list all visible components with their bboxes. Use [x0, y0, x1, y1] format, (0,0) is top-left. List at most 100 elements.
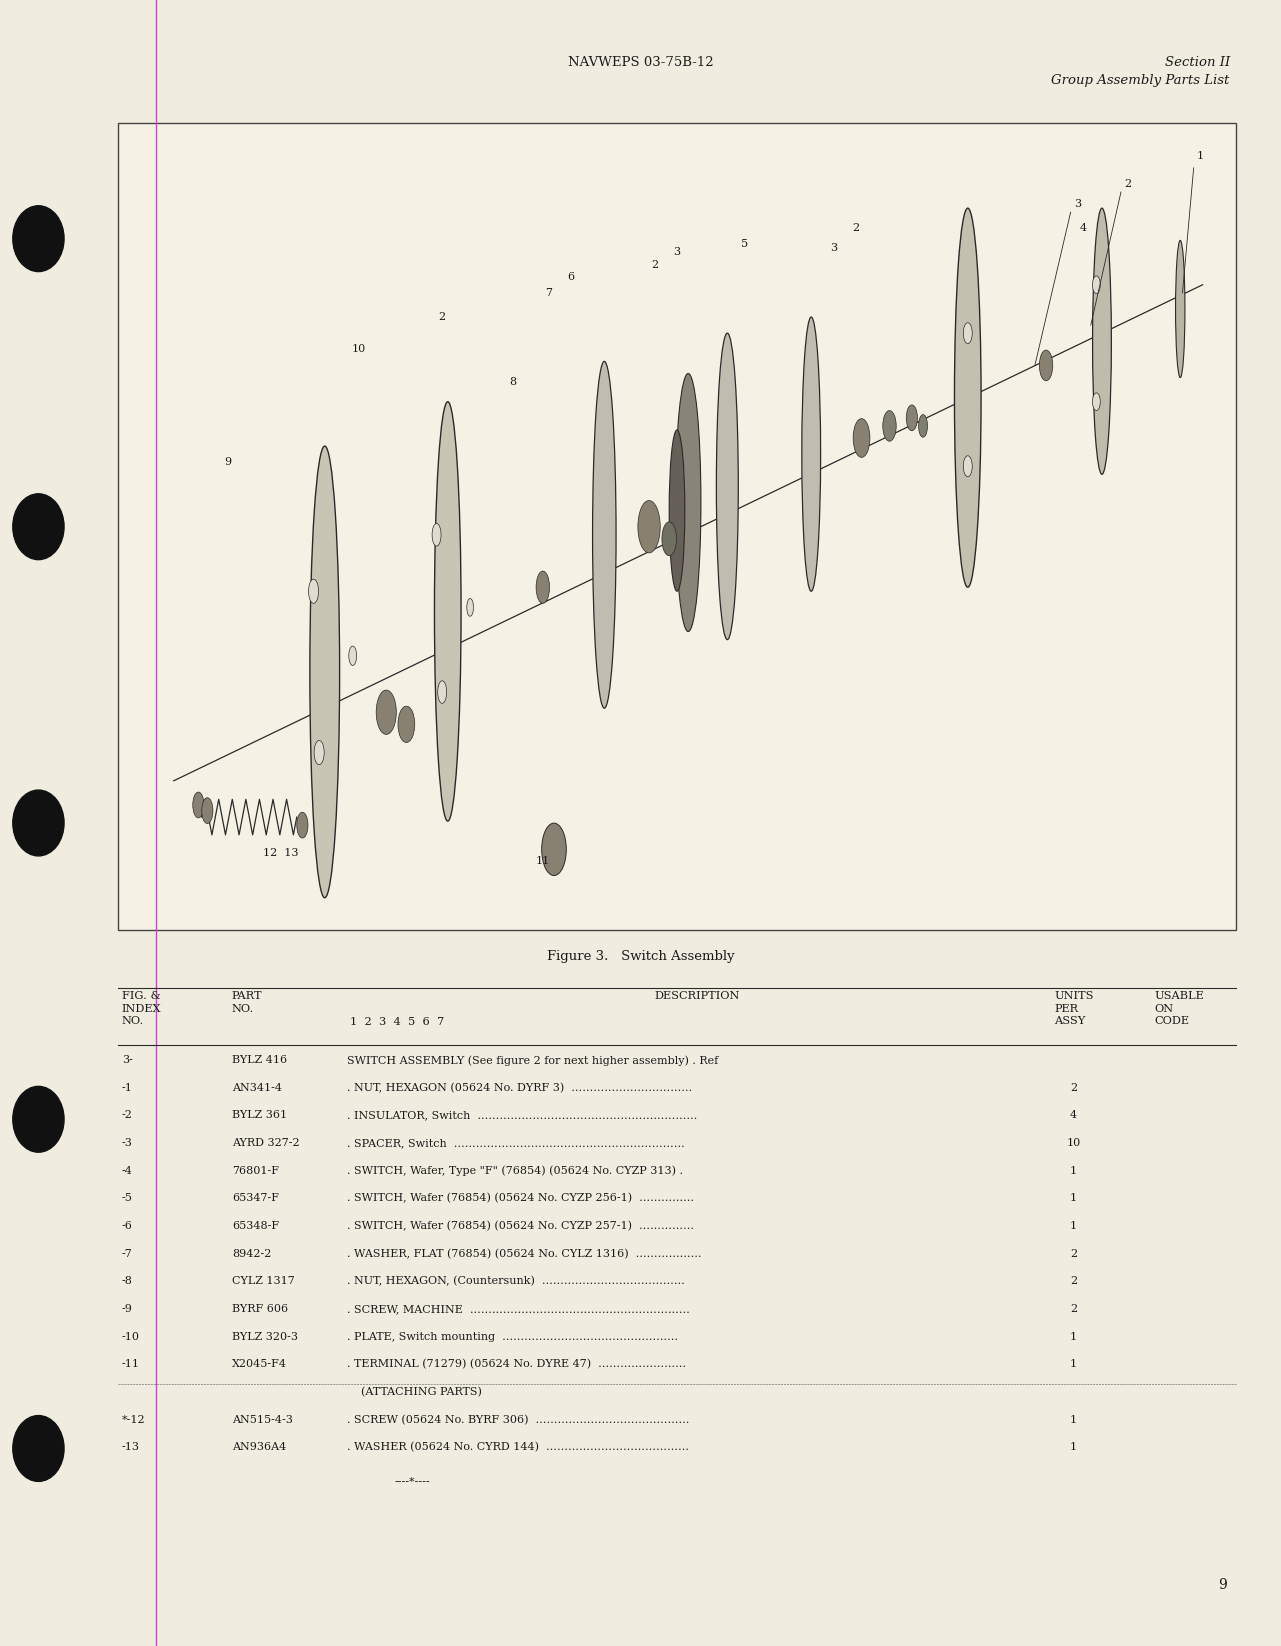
Text: 12  13: 12 13: [263, 848, 298, 858]
Ellipse shape: [377, 690, 396, 734]
Text: 9: 9: [1218, 1577, 1227, 1592]
Ellipse shape: [853, 418, 870, 458]
Text: 2: 2: [1070, 1249, 1077, 1259]
Ellipse shape: [192, 792, 204, 818]
Text: . SWITCH, Wafer (76854) (05624 No. CYZP 257-1)  ……………: . SWITCH, Wafer (76854) (05624 No. CYZP …: [347, 1221, 694, 1231]
Text: . WASHER (05624 No. CYRD 144)  …………………………………: . WASHER (05624 No. CYRD 144) ……………………………: [347, 1442, 689, 1452]
Text: 9: 9: [224, 458, 231, 467]
Ellipse shape: [1093, 393, 1100, 410]
Text: . SCREW (05624 No. BYRF 306)  ……………………………………: . SCREW (05624 No. BYRF 306) ………………………………: [347, 1414, 689, 1425]
Text: -13: -13: [122, 1442, 140, 1452]
Text: *-12: *-12: [122, 1414, 145, 1424]
Text: -1: -1: [122, 1083, 132, 1093]
Text: 1: 1: [1070, 1221, 1077, 1231]
Ellipse shape: [593, 362, 616, 708]
Text: PART
NO.: PART NO.: [232, 991, 263, 1014]
Text: . WASHER, FLAT (76854) (05624 No. CYLZ 1316)  ………………: . WASHER, FLAT (76854) (05624 No. CYLZ 1…: [347, 1249, 702, 1259]
Text: 5: 5: [740, 239, 748, 250]
Text: 1: 1: [1196, 151, 1204, 161]
Ellipse shape: [201, 798, 213, 823]
Ellipse shape: [537, 571, 550, 604]
Circle shape: [13, 1086, 64, 1152]
Bar: [118, 123, 1236, 930]
Ellipse shape: [716, 332, 738, 640]
Circle shape: [13, 790, 64, 856]
Text: -11: -11: [122, 1360, 140, 1369]
Text: 1: 1: [1070, 1414, 1077, 1424]
Text: 8942-2: 8942-2: [232, 1249, 272, 1259]
Text: BYLZ 320-3: BYLZ 320-3: [232, 1332, 298, 1341]
Ellipse shape: [906, 405, 917, 431]
Text: -4: -4: [122, 1165, 132, 1175]
Text: 1: 1: [1070, 1165, 1077, 1175]
Ellipse shape: [310, 446, 339, 897]
Text: Figure 3.   Switch Assembly: Figure 3. Switch Assembly: [547, 950, 734, 963]
Text: 8: 8: [510, 377, 516, 387]
Text: 1: 1: [1070, 1360, 1077, 1369]
Ellipse shape: [438, 681, 447, 703]
Text: -5: -5: [122, 1193, 132, 1203]
Text: 2: 2: [1070, 1276, 1077, 1286]
Text: AN515-4-3: AN515-4-3: [232, 1414, 293, 1424]
Text: CYLZ 1317: CYLZ 1317: [232, 1276, 295, 1286]
Ellipse shape: [883, 410, 897, 441]
Text: ----*----: ----*----: [395, 1476, 430, 1486]
Text: 2: 2: [651, 260, 658, 270]
Text: 4: 4: [1080, 224, 1086, 234]
Ellipse shape: [434, 402, 461, 821]
Text: 10: 10: [1066, 1137, 1081, 1147]
Ellipse shape: [348, 647, 356, 665]
Ellipse shape: [398, 706, 415, 742]
Text: BYLZ 416: BYLZ 416: [232, 1055, 287, 1065]
Ellipse shape: [1093, 277, 1100, 293]
Text: . SWITCH, Wafer (76854) (05624 No. CYZP 256-1)  ……………: . SWITCH, Wafer (76854) (05624 No. CYZP …: [347, 1193, 694, 1203]
Text: . SPACER, Switch  ………………………………………………………: . SPACER, Switch ………………………………………………………: [347, 1137, 685, 1147]
Text: 3-: 3-: [122, 1055, 132, 1065]
Text: -7: -7: [122, 1249, 132, 1259]
Text: 2: 2: [852, 224, 860, 234]
Ellipse shape: [675, 374, 701, 632]
Ellipse shape: [309, 579, 319, 604]
Ellipse shape: [1039, 351, 1053, 380]
Text: 65348-F: 65348-F: [232, 1221, 279, 1231]
Ellipse shape: [466, 599, 474, 616]
Ellipse shape: [963, 323, 972, 344]
Text: 1  2  3  4  5  6  7: 1 2 3 4 5 6 7: [350, 1017, 445, 1027]
Text: -3: -3: [122, 1137, 132, 1147]
Text: -9: -9: [122, 1304, 132, 1314]
Ellipse shape: [297, 811, 307, 838]
Text: SWITCH ASSEMBLY (See figure 2 for next higher assembly) . Ref: SWITCH ASSEMBLY (See figure 2 for next h…: [347, 1055, 719, 1065]
Text: NAVWEPS 03-75B-12: NAVWEPS 03-75B-12: [567, 56, 714, 69]
Ellipse shape: [918, 415, 927, 438]
Text: 3: 3: [1073, 199, 1081, 209]
Circle shape: [13, 1416, 64, 1481]
Text: 2: 2: [1070, 1304, 1077, 1314]
Text: 1: 1: [1070, 1193, 1077, 1203]
Text: 3: 3: [830, 244, 838, 253]
Text: 7: 7: [544, 288, 552, 298]
Ellipse shape: [963, 456, 972, 477]
Ellipse shape: [1176, 240, 1185, 377]
Text: (ATTACHING PARTS): (ATTACHING PARTS): [347, 1388, 482, 1397]
Ellipse shape: [542, 823, 566, 876]
Text: . TERMINAL (71279) (05624 No. DYRE 47)  ……………………: . TERMINAL (71279) (05624 No. DYRE 47) ……: [347, 1360, 687, 1369]
Ellipse shape: [954, 207, 981, 588]
Text: 2: 2: [1070, 1083, 1077, 1093]
Text: 2: 2: [438, 313, 446, 323]
Ellipse shape: [662, 522, 676, 556]
Text: 4: 4: [1070, 1111, 1077, 1121]
Text: Group Assembly Parts List: Group Assembly Parts List: [1052, 74, 1230, 87]
Text: BYRF 606: BYRF 606: [232, 1304, 288, 1314]
Text: 2: 2: [1125, 179, 1131, 189]
Text: . NUT, HEXAGON (05624 No. DYRF 3)  ……………………………: . NUT, HEXAGON (05624 No. DYRF 3) …………………: [347, 1083, 693, 1093]
Text: . INSULATOR, Switch  ……………………………………………………: . INSULATOR, Switch ……………………………………………………: [347, 1111, 698, 1121]
Text: . SCREW, MACHINE  ……………………………………………………: . SCREW, MACHINE ……………………………………………………: [347, 1304, 690, 1314]
Text: X2045-F4: X2045-F4: [232, 1360, 287, 1369]
Text: . PLATE, Switch mounting  …………………………………………: . PLATE, Switch mounting …………………………………………: [347, 1332, 678, 1341]
Text: UNITS
PER
ASSY: UNITS PER ASSY: [1054, 991, 1094, 1027]
Text: 1: 1: [1070, 1442, 1077, 1452]
Text: 65347-F: 65347-F: [232, 1193, 279, 1203]
Text: 6: 6: [567, 272, 574, 281]
Text: DESCRIPTION: DESCRIPTION: [655, 991, 739, 1001]
Text: -2: -2: [122, 1111, 132, 1121]
